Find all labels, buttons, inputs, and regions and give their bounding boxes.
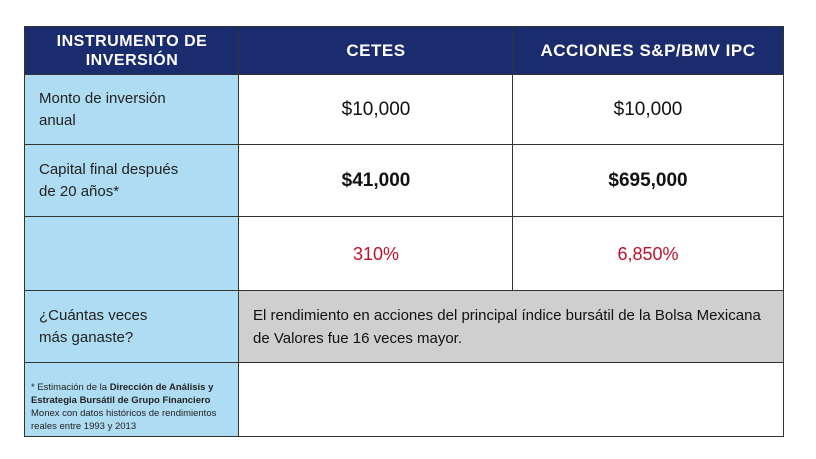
header-cetes: CETES <box>239 27 513 75</box>
acciones-rendimiento: 6,850% <box>513 217 783 291</box>
acciones-monto-value: $10,000 <box>613 99 683 120</box>
header-cetes-text: CETES <box>346 41 406 60</box>
divider <box>25 290 783 291</box>
cetes-capital: $41,000 <box>239 145 513 217</box>
divider <box>25 362 783 363</box>
answer-text: El rendimiento en acciones del principal… <box>253 307 761 347</box>
footnote: * Estimación de la Dirección de Análisis… <box>25 363 239 436</box>
cetes-rendimiento-value: 310% <box>352 243 400 264</box>
row-label-pregunta-text: ¿Cuántas veces más ganaste? <box>39 307 148 346</box>
divider <box>25 74 783 75</box>
row-label-monto-text: Monto de inversión anual <box>39 90 166 129</box>
row-label-rendimiento <box>25 217 239 291</box>
divider <box>512 27 513 291</box>
header-instrumento: INSTRUMENTO DE INVERSIÓN <box>25 27 239 75</box>
acciones-capital-value: $695,000 <box>608 170 688 191</box>
footnote-prefix: * Estimación de la <box>31 382 110 393</box>
divider <box>25 144 783 145</box>
row-label-capital: Capital final después de 20 años* <box>25 145 239 217</box>
cetes-monto: $10,000 <box>239 75 513 145</box>
header-acciones: ACCIONES S&P/BMV IPC <box>513 27 783 75</box>
row-label-pregunta: ¿Cuántas veces más ganaste? <box>25 291 239 363</box>
cetes-rendimiento: 310% <box>239 217 513 291</box>
acciones-monto: $10,000 <box>513 75 783 145</box>
header-acciones-text: ACCIONES S&P/BMV IPC <box>540 41 756 60</box>
divider <box>238 27 239 436</box>
row-label-capital-text: Capital final después de 20 años* <box>39 161 179 200</box>
acciones-rendimiento-value: 6,850% <box>617 243 679 264</box>
header-instrumento-text: INSTRUMENTO DE INVERSIÓN <box>56 33 208 69</box>
empty-cell <box>239 363 783 436</box>
divider <box>25 216 783 217</box>
acciones-capital: $695,000 <box>513 145 783 217</box>
cetes-capital-value: $41,000 <box>341 170 411 191</box>
row-label-monto: Monto de inversión anual <box>25 75 239 145</box>
footnote-source: Dirección de Análisis y Estrategia Bursá… <box>31 382 214 406</box>
footnote-suffix: Monex con datos históricos de rendimient… <box>31 408 217 432</box>
cetes-monto-value: $10,000 <box>341 99 411 120</box>
comparison-table: INSTRUMENTO DE INVERSIÓN CETES ACCIONES … <box>24 26 784 437</box>
answer-box: El rendimiento en acciones del principal… <box>239 291 783 363</box>
